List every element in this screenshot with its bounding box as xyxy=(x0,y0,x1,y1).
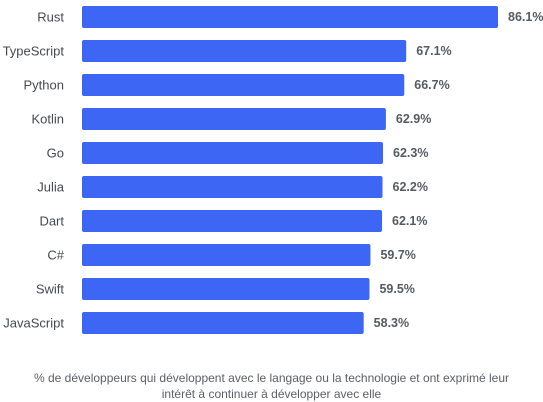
caption-line-1: % de développeurs qui développent avec l… xyxy=(34,371,509,385)
category-label-javascript: JavaScript xyxy=(3,316,64,331)
category-label-julia: Julia xyxy=(37,180,65,195)
value-label-kotlin: 62.9% xyxy=(396,112,431,126)
value-label-typescript: 67.1% xyxy=(416,44,451,58)
bar-go xyxy=(82,142,384,164)
bar-kotlin xyxy=(82,108,386,130)
category-label-c: C# xyxy=(47,248,64,263)
bar-chart: Rust 86.1% TypeScript 67.1% Python 66.7% Kotli… xyxy=(3,6,543,334)
category-label-rust: Rust xyxy=(37,10,64,25)
bar-c xyxy=(82,244,371,266)
category-label-go: Go xyxy=(47,146,64,161)
value-label-go: 62.3% xyxy=(393,146,428,160)
bar-dart xyxy=(82,210,383,232)
bar-typescript xyxy=(82,40,407,62)
value-label-swift: 59.5% xyxy=(379,282,414,296)
category-label-typescript: TypeScript xyxy=(3,44,65,59)
caption-line-2: intérêt à continuer à développer avec el… xyxy=(161,387,382,401)
chart-caption: % de développeurs qui développent avec l… xyxy=(0,370,543,402)
bar-swift xyxy=(82,278,370,300)
value-label-julia: 62.2% xyxy=(393,180,428,194)
value-label-dart: 62.1% xyxy=(392,214,427,228)
value-label-javascript: 58.3% xyxy=(374,316,409,330)
category-label-kotlin: Kotlin xyxy=(31,112,64,127)
category-label-swift: Swift xyxy=(36,282,65,297)
bar-julia xyxy=(82,176,383,198)
category-label-python: Python xyxy=(24,78,64,93)
bar-javascript xyxy=(82,312,364,334)
value-label-python: 66.7% xyxy=(414,78,449,92)
bar-python xyxy=(82,74,405,96)
category-label-dart: Dart xyxy=(39,214,64,229)
value-label-c: 59.7% xyxy=(380,248,415,262)
value-label-rust: 86.1% xyxy=(508,10,543,24)
bar-rust xyxy=(82,6,498,28)
